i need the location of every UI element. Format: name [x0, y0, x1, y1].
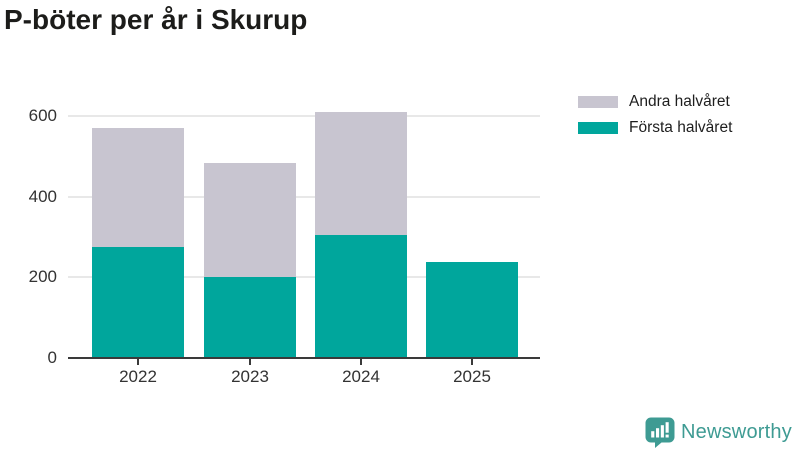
x-axis-tick-2023 — [249, 359, 251, 365]
bar-segment-andra-halvåret-2022 — [92, 128, 184, 248]
gridline-400 — [68, 195, 540, 198]
x-axis-label-2023: 2023 — [231, 367, 269, 386]
y-axis-label-200: 200 — [28, 267, 57, 287]
legend-label-andra: Andra halvåret — [629, 93, 730, 110]
bar-segment-första-halvåret-2024 — [315, 235, 407, 358]
x-axis-tick-2025 — [471, 359, 473, 365]
legend: Andra halvåret Första halvåret — [578, 89, 732, 141]
x-axis-line — [68, 356, 540, 360]
legend-item-forsta-halvaret: Första halvåret — [578, 115, 732, 141]
y-axis-label-400: 400 — [28, 186, 57, 206]
gridline-600 — [68, 115, 540, 117]
bar-segment-första-halvåret-2025 — [426, 262, 518, 358]
bar-segment-andra-halvåret-2024 — [315, 111, 407, 236]
newsworthy-wordmark: Newsworthy — [681, 420, 792, 443]
x-axis-tick-2022 — [137, 359, 139, 365]
bar-segment-första-halvåret-2023 — [204, 276, 296, 358]
legend-label-forsta: Första halvåret — [629, 119, 733, 136]
x-axis-label-2025: 2025 — [453, 367, 491, 386]
x-axis-label-2024: 2024 — [342, 367, 380, 386]
bar-chart-speech-bubble-icon — [645, 417, 675, 448]
y-axis-label-600: 600 — [28, 106, 57, 125]
legend-swatch-forsta — [578, 122, 618, 134]
x-axis-label-2022: 2022 — [119, 367, 157, 386]
legend-swatch-andra — [578, 96, 618, 108]
gridline-200 — [68, 276, 540, 279]
bar-segment-första-halvåret-2022 — [92, 247, 184, 358]
page-title: P-böter per år i Skurup — [4, 4, 308, 35]
y-axis-label-0: 0 — [47, 348, 57, 367]
bar-segment-andra-halvåret-2023 — [204, 163, 296, 277]
legend-item-andra-halvaret: Andra halvåret — [578, 89, 732, 115]
newsworthy-logo[interactable]: Newsworthy — [645, 415, 792, 449]
x-axis-tick-2024 — [360, 359, 362, 365]
